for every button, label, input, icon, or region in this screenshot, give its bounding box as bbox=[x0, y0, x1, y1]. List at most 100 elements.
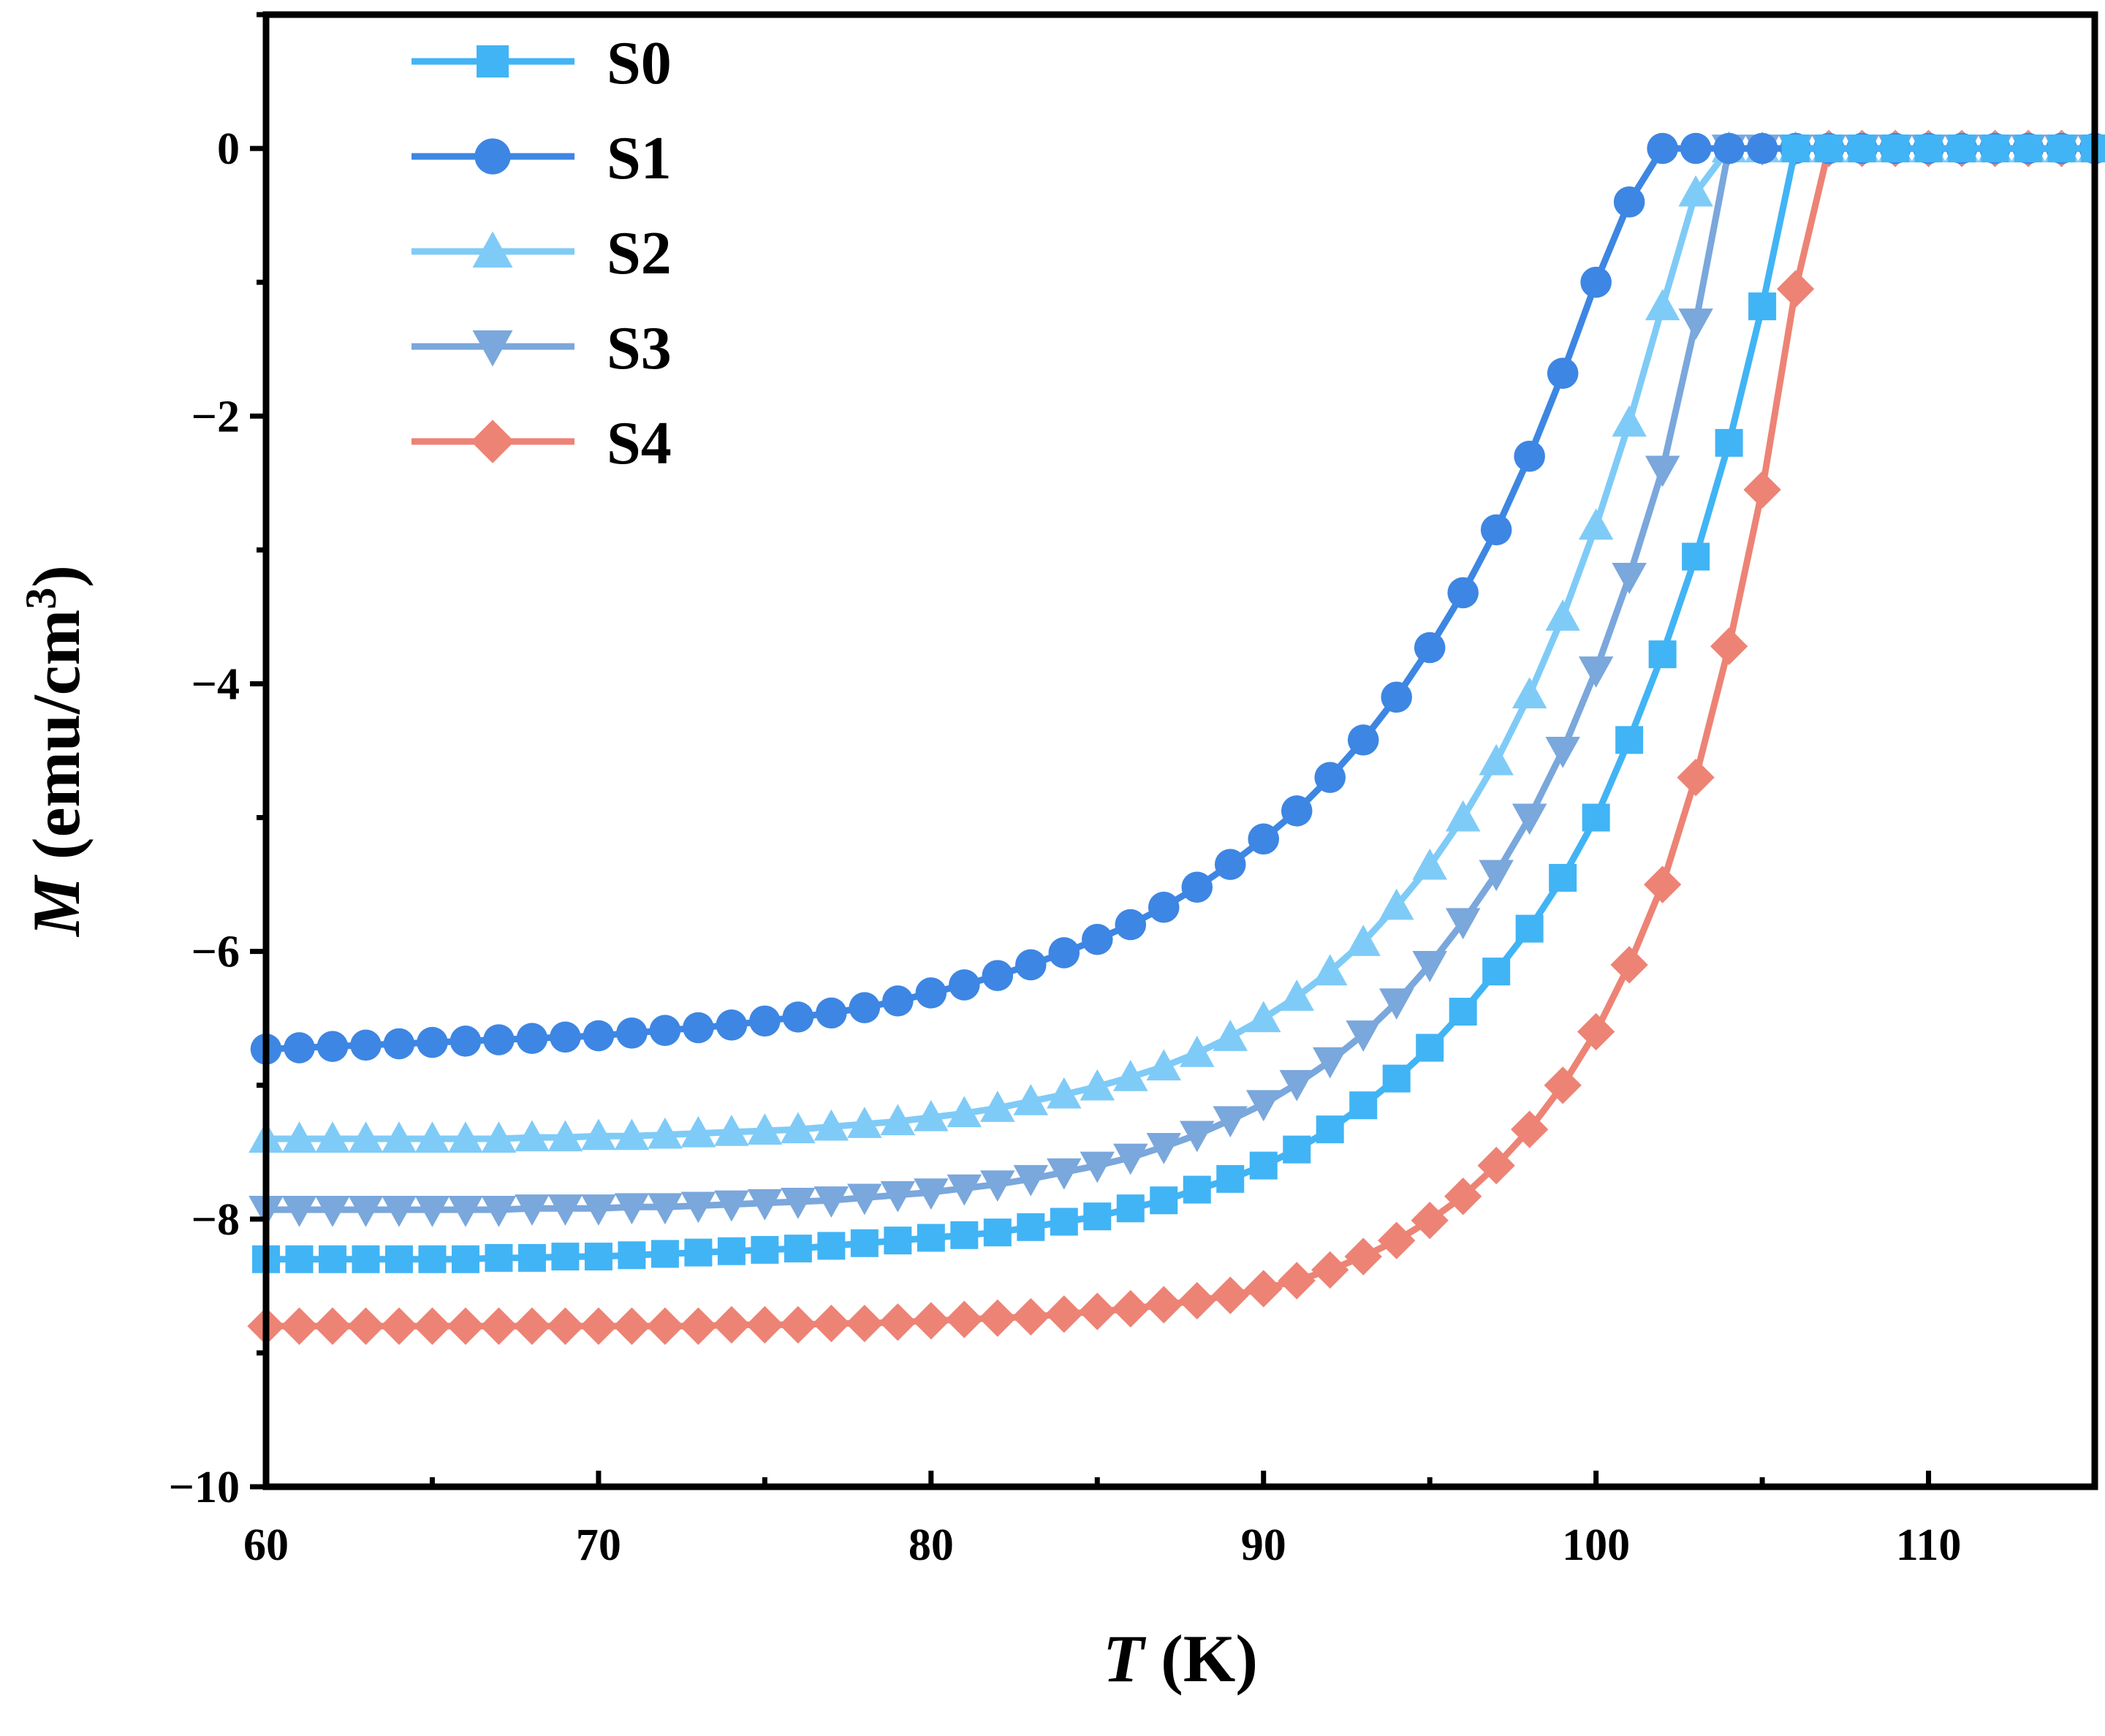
data-point-S3 bbox=[1512, 803, 1547, 835]
data-point-S1 bbox=[284, 1032, 315, 1064]
data-point-S4 bbox=[280, 1307, 319, 1345]
data-point-S1 bbox=[483, 1024, 515, 1055]
data-point-S0 bbox=[651, 1240, 679, 1268]
data-point-S4 bbox=[1610, 946, 1648, 984]
data-point-S3 bbox=[1013, 1164, 1049, 1197]
data-point-S4 bbox=[380, 1307, 418, 1345]
data-point-S1 bbox=[1115, 909, 1147, 941]
data-point-S2 bbox=[1113, 1059, 1148, 1091]
data-point-S3 bbox=[980, 1170, 1015, 1202]
data-point-S2 bbox=[1445, 800, 1481, 832]
data-point-S0 bbox=[2047, 134, 2076, 163]
data-point-S2 bbox=[1512, 677, 1547, 709]
data-point-S4 bbox=[1045, 1295, 1083, 1333]
data-point-S3 bbox=[414, 1196, 450, 1227]
x-tick-label: 70 bbox=[576, 1520, 621, 1570]
data-point-S3 bbox=[481, 1196, 517, 1227]
data-point-S2 bbox=[914, 1099, 949, 1132]
data-point-S3 bbox=[515, 1194, 550, 1226]
y-tick-label: −4 bbox=[191, 659, 240, 709]
data-point-S0 bbox=[1781, 134, 1810, 163]
data-point-S0 bbox=[850, 1229, 879, 1257]
series-S1 bbox=[250, 132, 2105, 1065]
data-point-S0 bbox=[1948, 134, 1976, 163]
legend-label: S3 bbox=[607, 314, 672, 382]
data-point-S0 bbox=[751, 1235, 779, 1264]
data-point-S4 bbox=[1078, 1292, 1116, 1330]
x-tick-label: 90 bbox=[1241, 1520, 1286, 1570]
data-point-S0 bbox=[983, 1218, 1012, 1247]
data-point-S1 bbox=[782, 1001, 814, 1033]
y-axis-unit-sup: 3 bbox=[17, 588, 65, 610]
data-point-S3 bbox=[1545, 737, 1580, 768]
data-point-S1 bbox=[1746, 132, 1778, 164]
data-point-S2 bbox=[980, 1091, 1015, 1122]
data-point-S3 bbox=[781, 1188, 816, 1219]
data-point-S1 bbox=[1148, 891, 1180, 923]
data-point-S4 bbox=[314, 1307, 352, 1345]
data-point-S1 bbox=[949, 969, 980, 1001]
data-point-S4 bbox=[1743, 471, 1781, 509]
data-point-S2 bbox=[1146, 1049, 1182, 1081]
data-point-S1 bbox=[649, 1015, 681, 1046]
data-point-S1 bbox=[450, 1026, 482, 1057]
data-point-S2 bbox=[880, 1104, 916, 1136]
x-axis-symbol: T bbox=[1103, 1621, 1147, 1696]
legend-marker-S2 bbox=[472, 231, 513, 268]
data-point-S2 bbox=[1013, 1083, 1049, 1115]
data-point-S4 bbox=[580, 1307, 618, 1345]
data-point-S3 bbox=[1378, 988, 1414, 1020]
data-point-S4 bbox=[1178, 1281, 1216, 1320]
y-tick-label: 0 bbox=[217, 124, 240, 174]
data-point-S0 bbox=[717, 1237, 746, 1265]
data-point-S0 bbox=[1648, 640, 1677, 669]
data-point-S0 bbox=[884, 1227, 912, 1255]
y-tick-label: −10 bbox=[169, 1463, 240, 1512]
data-point-S1 bbox=[882, 985, 914, 1017]
data-point-S3 bbox=[947, 1174, 982, 1206]
data-point-S4 bbox=[1511, 1110, 1549, 1148]
data-point-S4 bbox=[879, 1303, 917, 1341]
data-point-S2 bbox=[1312, 954, 1348, 986]
data-point-S4 bbox=[1378, 1221, 1416, 1259]
data-point-S1 bbox=[1281, 795, 1313, 827]
data-point-S3 bbox=[1346, 1020, 1381, 1052]
data-point-S4 bbox=[479, 1307, 518, 1345]
data-point-S1 bbox=[1347, 724, 1379, 756]
data-point-S2 bbox=[581, 1118, 616, 1151]
y-axis-unit: (emu/cm bbox=[19, 610, 94, 860]
data-point-S0 bbox=[1615, 726, 1644, 754]
data-point-S0 bbox=[1848, 134, 1876, 163]
legend-label: S0 bbox=[607, 29, 672, 97]
data-point-S4 bbox=[1112, 1289, 1150, 1328]
data-point-S2 bbox=[1378, 888, 1414, 920]
series-S0 bbox=[252, 134, 2105, 1273]
data-point-S3 bbox=[448, 1196, 483, 1227]
data-point-S0 bbox=[1183, 1175, 1211, 1204]
data-point-S4 bbox=[1477, 1146, 1515, 1185]
data-point-S3 bbox=[1245, 1090, 1281, 1122]
data-point-S0 bbox=[1682, 542, 1710, 571]
data-point-S1 bbox=[1580, 266, 1612, 298]
data-point-S3 bbox=[281, 1196, 317, 1227]
data-point-S2 bbox=[1612, 405, 1647, 437]
data-point-S2 bbox=[414, 1121, 450, 1153]
data-point-S3 bbox=[348, 1196, 384, 1227]
data-point-S0 bbox=[817, 1232, 846, 1260]
data-point-S2 bbox=[1179, 1036, 1215, 1067]
x-axis-title: T (K) bbox=[1103, 1621, 1258, 1696]
data-point-S4 bbox=[1444, 1178, 1482, 1216]
data-point-S3 bbox=[1578, 656, 1614, 688]
data-point-S4 bbox=[1677, 758, 1715, 797]
data-point-S3 bbox=[914, 1178, 949, 1210]
data-point-S4 bbox=[1012, 1297, 1050, 1336]
data-point-S1 bbox=[1048, 937, 1080, 969]
data-point-S4 bbox=[546, 1307, 585, 1345]
data-point-S0 bbox=[517, 1243, 546, 1272]
y-tick-label: −6 bbox=[191, 928, 240, 977]
series-layer bbox=[247, 129, 2105, 1345]
data-point-S0 bbox=[1482, 958, 1511, 986]
legend-label: S4 bbox=[607, 409, 672, 477]
y-tick-label: −2 bbox=[191, 392, 240, 441]
